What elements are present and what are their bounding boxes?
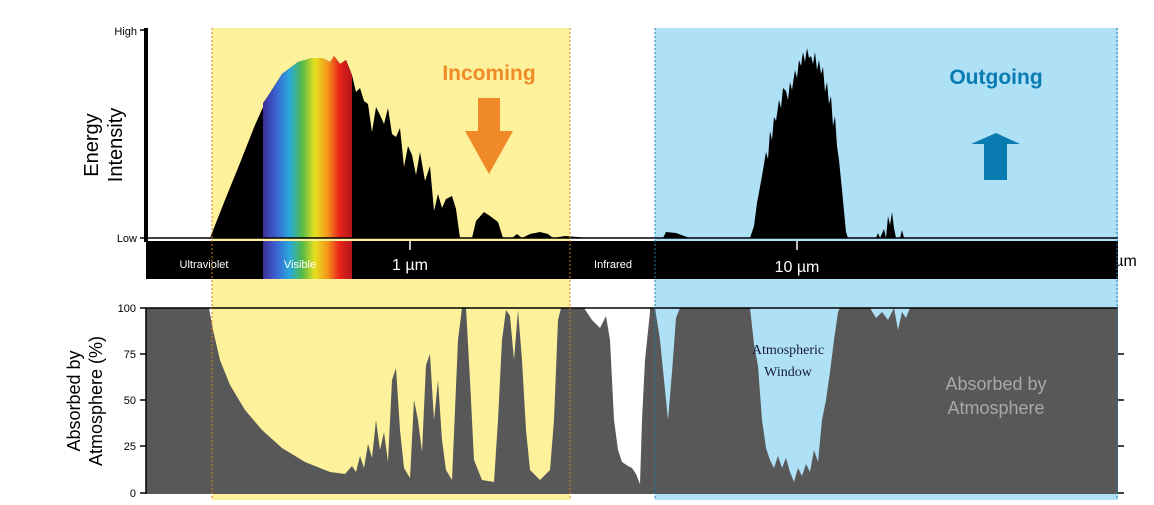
absorption-axis-label-1: Absorbed by <box>64 350 84 451</box>
ultraviolet-label: Ultraviolet <box>180 259 229 271</box>
infrared-label: Infrared <box>594 259 632 271</box>
absorbed-by-atmosphere-label-1: Absorbed by <box>945 374 1046 394</box>
tick-1um-label: 1 µm <box>392 257 428 274</box>
tick-10um-label: 10 µm <box>775 259 820 276</box>
visible-spectrum <box>263 56 352 238</box>
absorption-axis-label-2: Atmosphere (%) <box>86 336 106 466</box>
atmospheric-window-label-1: Atmospheric <box>752 343 824 358</box>
earth-spectrum <box>663 48 910 238</box>
absorption-left-ticks <box>140 307 146 494</box>
absorption-right-ticks <box>1118 353 1124 494</box>
energy-axis-label-2: Intensity <box>105 108 127 182</box>
energy-low-label: Low <box>117 233 137 245</box>
outgoing-label: Outgoing <box>949 66 1042 89</box>
absorption-tick-0: 0 <box>130 488 136 500</box>
absorption-tick-25: 25 <box>124 441 136 453</box>
outgoing-arrow-icon <box>971 133 1020 180</box>
atmospheric-window-label-2: Window <box>764 365 813 380</box>
tick-70um-label: 70 µm <box>1092 253 1137 270</box>
incoming-arrow-icon <box>465 98 513 174</box>
visible-label: Visible <box>284 259 316 271</box>
energy-high-label: High <box>114 26 137 38</box>
absorbed-area <box>146 308 1118 494</box>
absorbed-by-atmosphere-label-2: Atmosphere <box>947 398 1044 418</box>
energy-axis-label-1: Energy <box>81 113 103 176</box>
absorption-tick-75: 75 <box>124 349 136 361</box>
absorption-tick-100: 100 <box>118 303 136 315</box>
incoming-label: Incoming <box>442 62 535 85</box>
visible-band-in-bar <box>263 241 352 279</box>
absorption-tick-50: 50 <box>124 395 136 407</box>
